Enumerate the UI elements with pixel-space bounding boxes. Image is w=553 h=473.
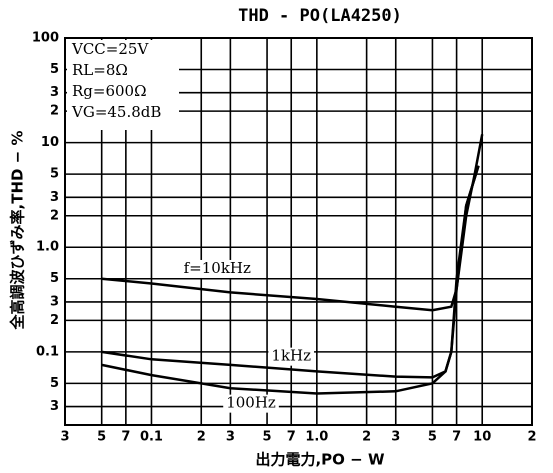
x-tick-label: 0.1 — [140, 430, 163, 445]
x-tick-label: 7 — [452, 430, 461, 445]
x-tick-label: 1.0 — [305, 430, 328, 445]
y-tick-label: 3 — [50, 85, 59, 100]
x-tick-label: 10 — [473, 430, 491, 445]
condition-text: RL=8Ω — [72, 61, 128, 79]
series-line — [101, 134, 484, 312]
conditions-box — [67, 40, 179, 130]
x-tick-label: 2 — [197, 430, 206, 445]
y-tick-label: 5 — [50, 167, 59, 182]
x-tick-label: 7 — [121, 430, 130, 445]
y-tick-label: 1.0 — [36, 240, 59, 255]
label-background — [268, 347, 315, 366]
chart-title: THD - PO(LA4250) — [238, 6, 402, 26]
condition-text: VCC=25V — [71, 40, 149, 58]
label-background — [180, 259, 254, 278]
x-tick-label: 5 — [428, 430, 437, 445]
x-axis-label: 出力電力,PO − W — [255, 451, 384, 469]
y-tick-label: 0.1 — [36, 344, 59, 359]
y-tick-label: 3 — [50, 294, 59, 309]
series-line — [101, 165, 480, 395]
x-tick-label: 3 — [60, 430, 69, 445]
condition-text: Rg=600Ω — [72, 82, 147, 100]
x-tick-label: 5 — [263, 430, 272, 445]
condition-text: VG=45.8dB — [71, 103, 161, 121]
y-tick-label: 5 — [50, 376, 59, 391]
series-label: f=10kHz — [184, 259, 251, 277]
x-tick-label: 2 — [362, 430, 371, 445]
x-tick-label: 3 — [391, 430, 400, 445]
series-label: 1kHz — [271, 347, 311, 365]
label-background — [223, 394, 279, 413]
y-tick-label: 5 — [50, 62, 59, 77]
x-tick-label: 7 — [287, 430, 296, 445]
y-axis-label: 全高調波ひずみ率,THD − % — [9, 131, 27, 331]
y-tick-label: 5 — [50, 271, 59, 286]
x-tick-label: 3 — [226, 430, 235, 445]
y-tick-label: 100 — [32, 31, 59, 46]
x-tick-label: 2 — [527, 430, 536, 445]
series-label: 100Hz — [226, 394, 276, 412]
y-tick-label: 3 — [50, 190, 59, 205]
x-tick-label: 5 — [97, 430, 106, 445]
y-tick-label: 2 — [50, 313, 59, 328]
y-tick-label: 2 — [50, 104, 59, 119]
y-tick-label: 10 — [41, 135, 59, 150]
y-tick-label: 2 — [50, 208, 59, 223]
y-tick-label: 3 — [50, 399, 59, 414]
